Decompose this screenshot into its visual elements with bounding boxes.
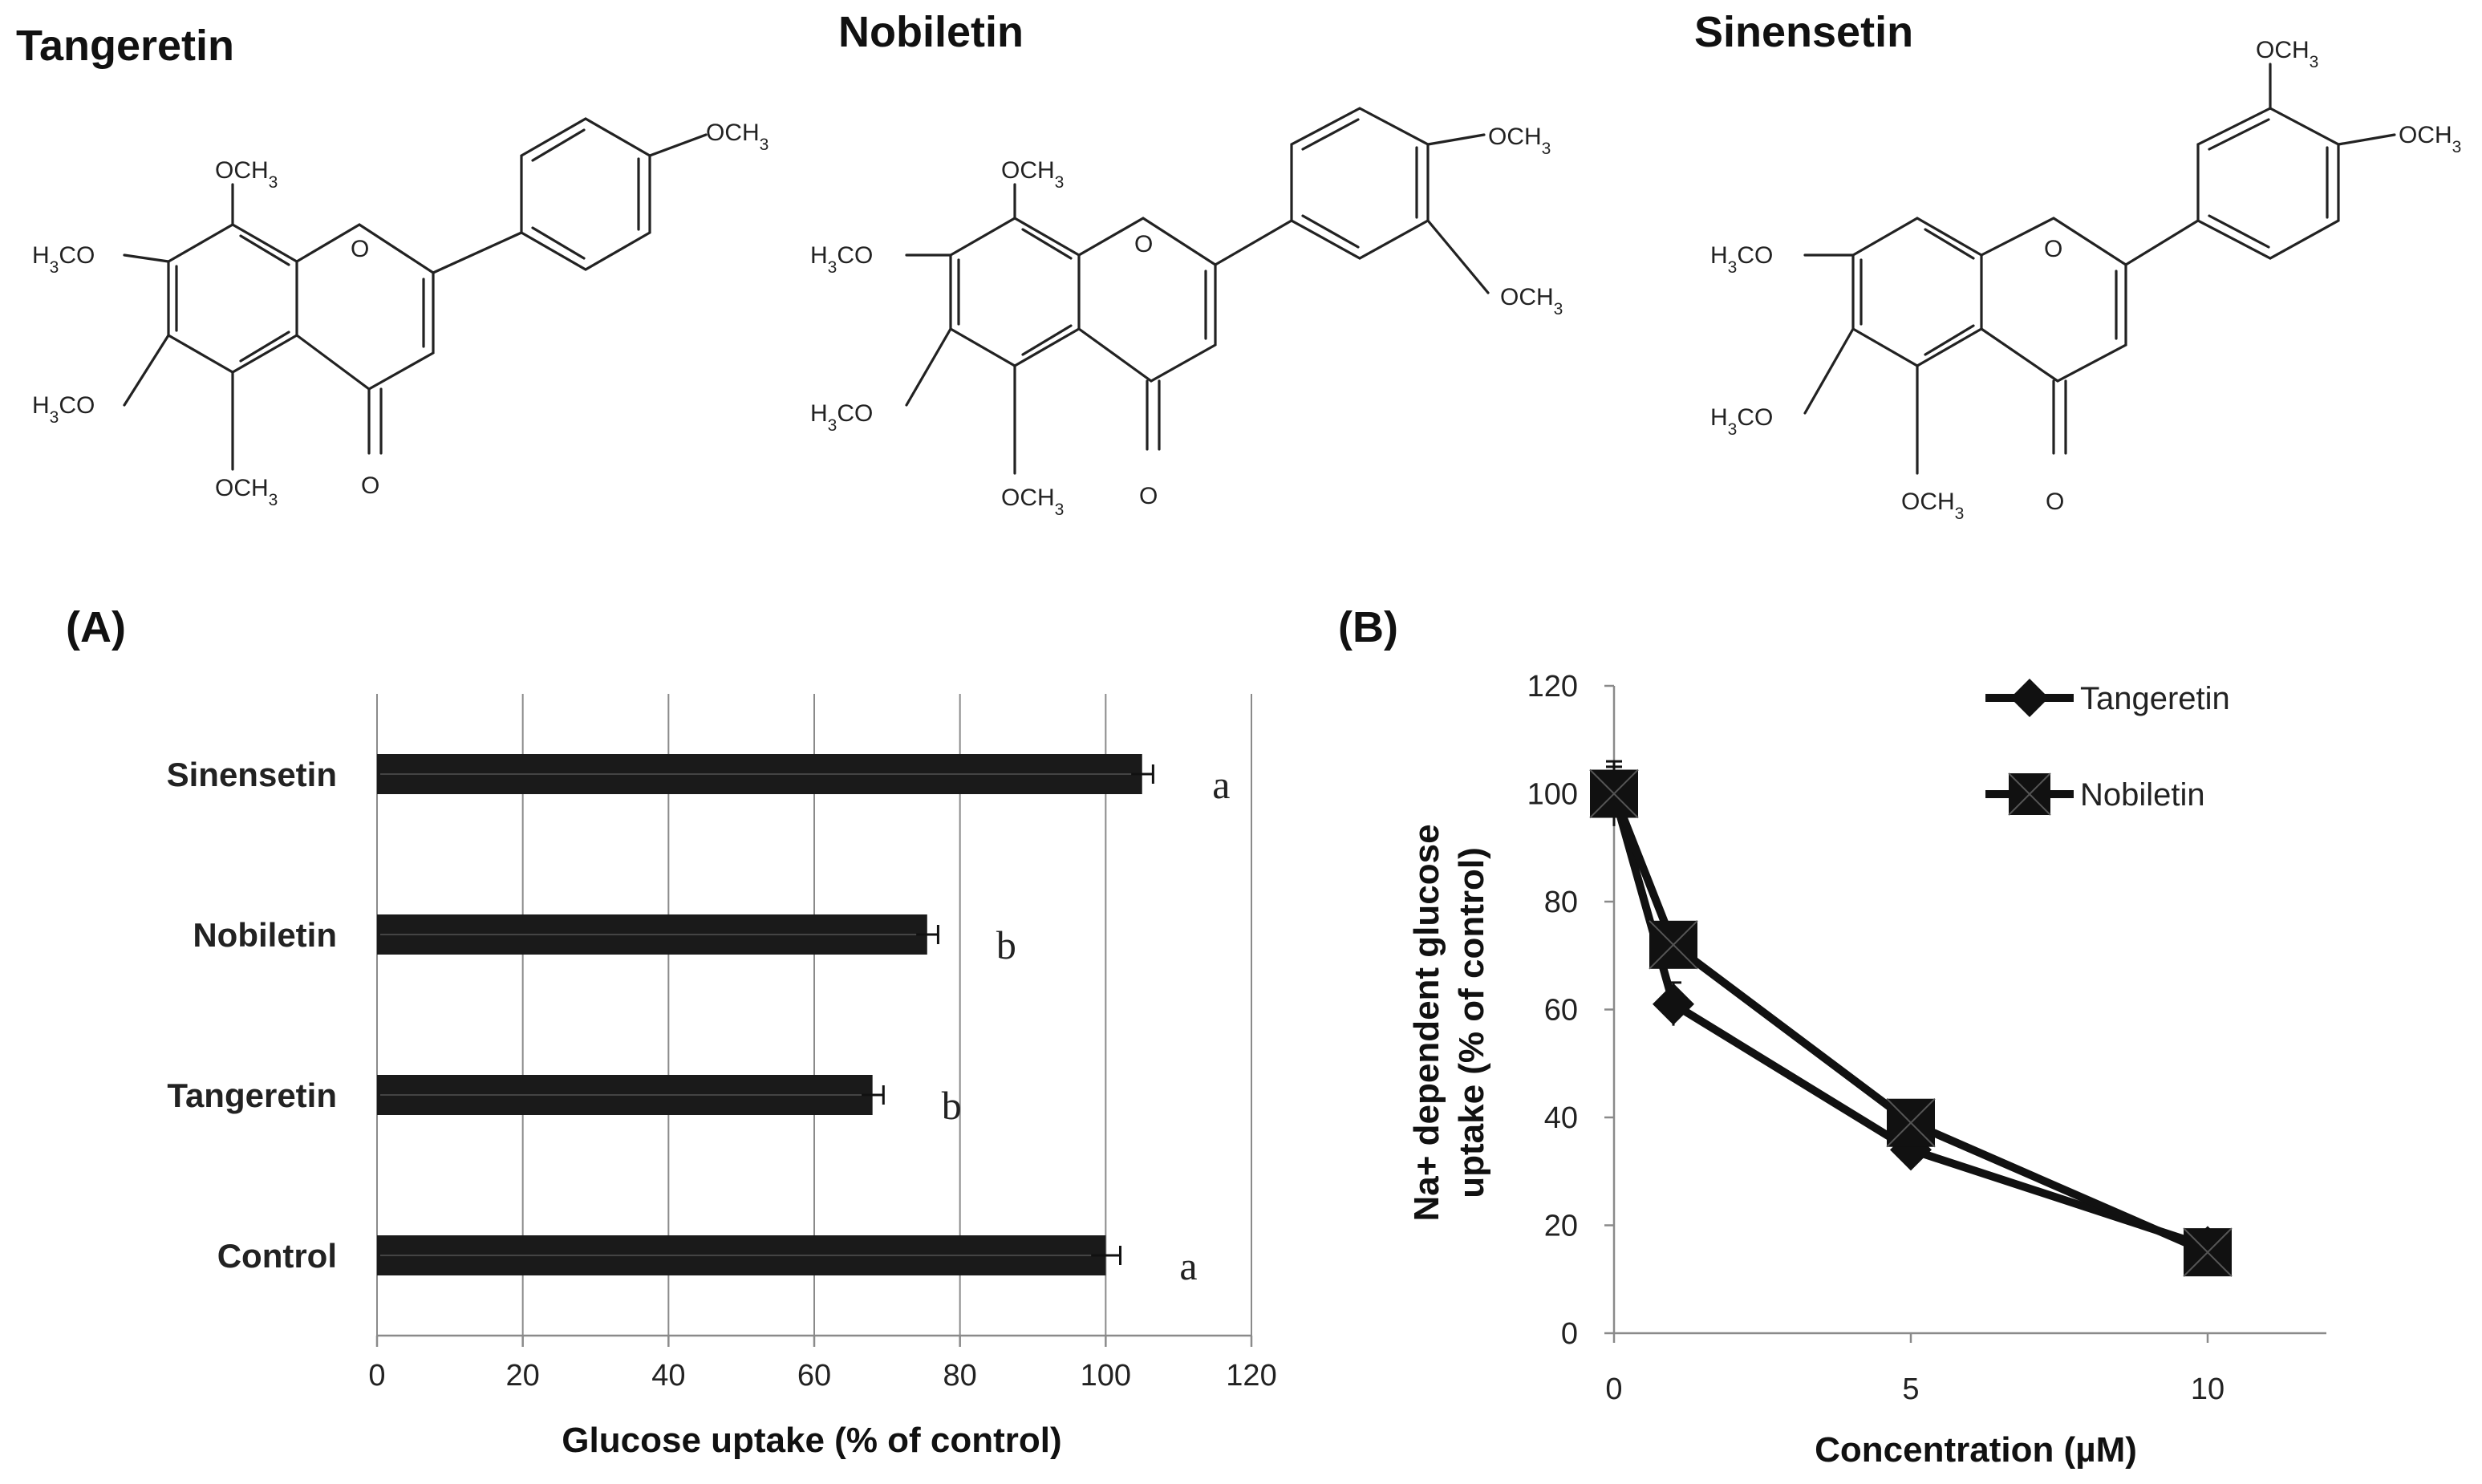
y-axis-title-line1: Na+ dependent glucose xyxy=(1407,824,1446,1221)
molecule-drawing xyxy=(1803,63,2396,475)
structure-nobiletin: Nobiletin OCH3 OCH3 OCH3 H3CO H3CO xyxy=(810,8,1563,519)
panel-b-line-chart: (B) 0 20 40 60 80 100 120 0 5 10 Tangeretin Nobil… xyxy=(1338,603,2326,1470)
significance-letter: a xyxy=(1212,762,1230,807)
panel-a-bar-chart: (A) 0 20 40 60 80 100 120 Sinensetin Nobiletin T… xyxy=(66,603,1277,1460)
x-tick-label: 5 xyxy=(1902,1372,1919,1406)
marker-square-facet xyxy=(2183,1227,2233,1277)
y-tick-label: 120 xyxy=(1527,670,1578,703)
marker-square-facet xyxy=(1589,768,1639,819)
atom-label: OCH3 xyxy=(1500,284,1563,318)
atom-label: H3CO xyxy=(810,242,873,277)
y-axis-title-line2: uptake (% of control) xyxy=(1452,847,1491,1198)
category-label: Nobiletin xyxy=(193,916,337,954)
marker-square-facet xyxy=(2008,772,2051,816)
significance-letters: a b b a xyxy=(942,762,1231,1288)
category-label: Control xyxy=(217,1237,337,1275)
significance-letter: b xyxy=(996,922,1016,967)
bars xyxy=(377,754,1154,1275)
category-label: Sinensetin xyxy=(167,756,337,793)
atom-label: O xyxy=(2044,236,2062,262)
atom-label: OCH3 xyxy=(2399,122,2461,156)
marker-square xyxy=(2008,772,2051,816)
series-nobiletin xyxy=(1589,765,2233,1277)
compound-name: Nobiletin xyxy=(838,8,1024,56)
legend-label: Tangeretin xyxy=(2080,681,2230,716)
x-tick-label: 60 xyxy=(797,1359,831,1393)
y-axis-title: Na+ dependent glucose uptake (% of contr… xyxy=(1407,824,1491,1221)
atom-label: OCH3 xyxy=(1488,124,1551,158)
legend-item: Nobiletin xyxy=(1985,772,2205,816)
series-line xyxy=(1610,792,2209,1256)
atom-label: OCH3 xyxy=(1001,485,1064,519)
atom-label: H3CO xyxy=(1710,242,1773,277)
atom-label: OCH3 xyxy=(1001,157,1064,192)
x-ticks: 0 5 10 xyxy=(1605,1333,2224,1406)
structure-sinensetin: Sinensetin OCH3 OCH3 H3CO H3CO OCH3 O xyxy=(1694,8,2461,523)
grid xyxy=(375,694,1253,1347)
x-tick-label: 100 xyxy=(1081,1359,1131,1393)
y-tick-label: 60 xyxy=(1544,994,1578,1028)
atom-label: OCH3 xyxy=(2256,37,2318,71)
y-tick-label: 40 xyxy=(1544,1101,1578,1135)
atom-label: OCH3 xyxy=(215,475,278,509)
molecule-drawing xyxy=(123,117,708,471)
molecule-drawing xyxy=(905,107,1490,475)
legend: Tangeretin Nobiletin xyxy=(1985,679,2230,816)
atom-label: O xyxy=(351,236,369,262)
x-tick-label: 0 xyxy=(1605,1372,1622,1406)
atom-label: OCH3 xyxy=(1901,489,1964,523)
y-tick-label: 80 xyxy=(1544,886,1578,919)
structure-tangeretin: Tangeretin OCH3 OCH3 H3CO H3CO OCH3 O xyxy=(16,22,769,509)
marker-square xyxy=(1589,768,1639,819)
atom-label: H3CO xyxy=(1710,404,1773,439)
panel-label: (B) xyxy=(1338,603,1398,651)
x-tick-label: 10 xyxy=(2191,1372,2224,1406)
y-tick-label: 20 xyxy=(1544,1210,1578,1243)
series-line xyxy=(1610,793,2209,1251)
category-labels: Sinensetin Nobiletin Tangeretin Control xyxy=(167,756,337,1275)
atom-label: O xyxy=(361,472,379,499)
y-tick-label: 0 xyxy=(1561,1317,1578,1351)
marker-square xyxy=(2183,1227,2233,1277)
marker-square xyxy=(1649,920,1698,970)
x-tick-label: 120 xyxy=(1226,1359,1276,1393)
category-label: Tangeretin xyxy=(167,1077,337,1114)
x-tick-label: 80 xyxy=(943,1359,977,1393)
series-tangeretin xyxy=(1593,760,2229,1268)
marker-square xyxy=(1886,1098,1936,1148)
atom-label: O xyxy=(1139,483,1158,509)
atom-label: O xyxy=(2046,489,2064,515)
marker-diamond xyxy=(1653,983,1694,1025)
compound-name: Sinensetin xyxy=(1694,8,1913,56)
legend-label: Nobiletin xyxy=(2080,777,2205,813)
x-tick-label: 0 xyxy=(368,1359,385,1393)
x-tick-label: 20 xyxy=(506,1359,540,1393)
marker-diamond xyxy=(2010,679,2049,717)
significance-letter: b xyxy=(942,1083,962,1128)
atom-label: O xyxy=(1134,231,1153,257)
y-ticks: 0 20 40 60 80 100 120 xyxy=(1527,670,1614,1351)
atom-label: OCH3 xyxy=(706,120,769,154)
y-tick-label: 100 xyxy=(1527,778,1578,812)
panel-label: (A) xyxy=(66,603,126,651)
x-axis-title: Glucose uptake (% of control) xyxy=(562,1421,1061,1460)
atom-label: H3CO xyxy=(32,392,95,427)
legend-item: Tangeretin xyxy=(1985,679,2230,717)
atom-label: OCH3 xyxy=(215,157,278,192)
marker-square-facet xyxy=(1886,1098,1936,1148)
x-tick-label: 40 xyxy=(651,1359,685,1393)
marker-square-facet xyxy=(1649,920,1698,970)
significance-letter: a xyxy=(1179,1243,1197,1288)
atom-label: H3CO xyxy=(32,242,95,277)
atom-label: H3CO xyxy=(810,400,873,435)
x-ticks: 0 20 40 60 80 100 120 xyxy=(368,1359,1276,1393)
series xyxy=(1589,760,2233,1277)
x-axis-title: Concentration (µM) xyxy=(1815,1430,2137,1470)
compound-name: Tangeretin xyxy=(16,22,234,70)
